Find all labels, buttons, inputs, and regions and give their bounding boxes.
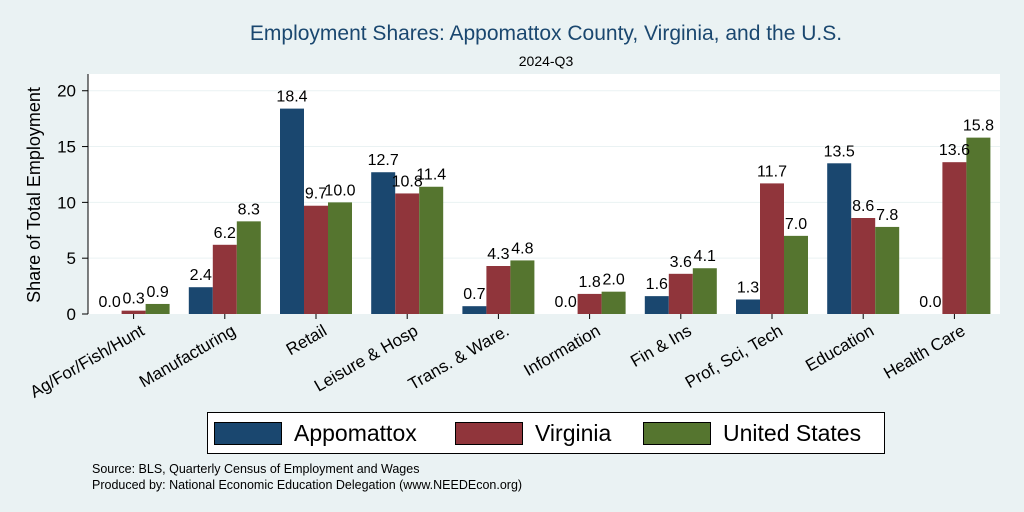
bar-value-label: 0.3 — [122, 291, 144, 308]
bar-value-label: 0.7 — [463, 286, 485, 303]
bar-value-label: 15.8 — [963, 118, 994, 135]
bar-value-label: 1.6 — [646, 276, 668, 293]
bar — [692, 268, 717, 314]
bar-value-label: 18.4 — [276, 89, 307, 106]
bar — [328, 202, 352, 314]
bar-value-label: 3.6 — [670, 254, 692, 271]
bar — [121, 310, 146, 314]
chart-notes: Source: BLS, Quarterly Census of Employm… — [92, 461, 522, 493]
bar-value-label: 2.0 — [602, 272, 624, 289]
bar-value-label: 0.9 — [146, 284, 168, 301]
bar — [280, 108, 304, 315]
legend-swatch-virginia — [455, 421, 523, 445]
bar — [827, 163, 852, 314]
legend-label-united-states: United States — [723, 419, 862, 446]
bar-value-label: 10.0 — [324, 182, 355, 199]
bar — [371, 172, 396, 314]
x-tick-label: Trans. & Ware. — [405, 321, 512, 394]
bar — [784, 235, 808, 314]
chart-title: Employment Shares: Appomattox County, Vi… — [250, 22, 842, 45]
legend-swatch-appomattox — [214, 421, 282, 445]
bar — [395, 193, 420, 314]
bar — [236, 221, 261, 314]
y-tick-label: 20 — [57, 82, 76, 101]
bar — [942, 162, 967, 314]
bar — [486, 266, 511, 314]
bar — [601, 291, 626, 314]
legend-item-united-states: United States — [643, 419, 862, 446]
bar-value-label: 11.4 — [416, 167, 446, 184]
bar-value-label: 4.3 — [487, 246, 509, 263]
x-tick-label: Manufacturing — [136, 321, 239, 391]
bar-value-label: 8.3 — [238, 201, 260, 218]
bar — [760, 183, 784, 314]
bar — [510, 260, 535, 314]
employment-shares-chart: Employment Shares: Appomattox County, Vi… — [24, 22, 1000, 402]
x-tick-label: Fin & Ins — [627, 321, 695, 371]
bar-value-label: 2.4 — [190, 267, 212, 284]
bar — [644, 296, 669, 314]
bar — [668, 273, 693, 314]
bar — [966, 137, 991, 314]
legend-item-appomattox: Appomattox — [214, 419, 417, 446]
source-note: Source: BLS, Quarterly Census of Employm… — [92, 462, 420, 476]
bar — [577, 293, 602, 314]
bar — [188, 287, 213, 314]
bar — [212, 244, 237, 314]
bar-value-label: 4.1 — [694, 248, 716, 265]
bar — [462, 306, 487, 314]
legend-swatch-united-states — [643, 421, 711, 445]
bar-value-label: 13.6 — [939, 142, 970, 159]
bar-value-label: 7.0 — [785, 216, 807, 233]
bar-value-label: 10.8 — [392, 173, 423, 190]
bar-value-label: 4.8 — [511, 240, 533, 257]
x-tick-label: Health Care — [880, 321, 968, 383]
y-tick-label: 0 — [67, 305, 76, 324]
bar-value-label: 0.0 — [98, 294, 120, 311]
x-tick-label: Prof, Sci, Tech — [682, 321, 786, 392]
x-tick-label: Information — [520, 321, 603, 380]
produced-note: Produced by: National Economic Education… — [92, 478, 523, 492]
bar — [145, 303, 170, 314]
bar-value-label: 1.3 — [737, 279, 759, 296]
bar-value-label: 1.8 — [578, 274, 600, 291]
bar-value-label: 7.8 — [876, 207, 898, 224]
bar-value-label: 11.7 — [757, 163, 787, 180]
y-axis-label: Share of Total Employment — [24, 87, 44, 303]
x-tick-label: Leisure & Hosp — [311, 321, 421, 396]
y-tick-label: 15 — [57, 138, 76, 157]
bar-value-label: 8.6 — [852, 198, 874, 215]
x-tick-label: Education — [802, 321, 877, 375]
legend-item-virginia: Virginia — [455, 419, 612, 446]
bar — [304, 205, 328, 314]
bar-value-label: 13.5 — [824, 143, 855, 160]
bar-value-label: 12.7 — [368, 152, 399, 169]
legend-label-virginia: Virginia — [535, 419, 612, 446]
bar-value-label: 6.2 — [214, 225, 236, 242]
y-tick-label: 10 — [57, 193, 76, 212]
bar — [419, 186, 444, 314]
bar-value-label: 0.0 — [554, 294, 576, 311]
bar-value-label: 0.0 — [919, 294, 941, 311]
bar — [875, 226, 900, 314]
legend-label-appomattox: Appomattox — [294, 419, 417, 446]
chart-subtitle: 2024-Q3 — [519, 53, 574, 69]
y-tick-label: 5 — [67, 249, 76, 268]
chart-legend: Appomattox Virginia United States — [207, 412, 885, 454]
bar — [851, 218, 876, 314]
x-tick-label: Retail — [283, 321, 330, 359]
bar-value-label: 9.7 — [305, 186, 327, 203]
x-tick-label: Ag/For/Fish/Hunt — [27, 321, 148, 402]
bar — [736, 299, 760, 314]
